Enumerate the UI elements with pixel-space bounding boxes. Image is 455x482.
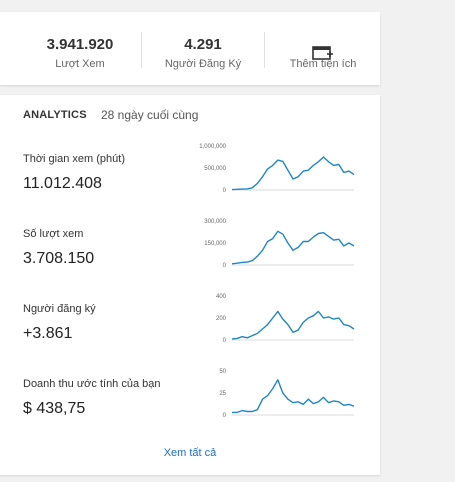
y-tick-label: 0 [223, 188, 227, 194]
y-tick-label: 300,000 [204, 219, 226, 225]
metric-value-revenue: $ 438,75 [23, 400, 86, 417]
y-tick-label: 50 [219, 369, 226, 375]
metric-label-subscribers: Người đăng ký [23, 303, 96, 315]
stat-subscribers-label: Người Đăng Ký [164, 58, 242, 70]
metric-value-subscribers: +3.861 [23, 325, 73, 342]
y-tick-label: 0 [223, 338, 227, 344]
metric-value-views: 3.708.150 [23, 250, 95, 267]
series-line [231, 310, 355, 340]
sparkline-views: 300,000 150,000 0 [204, 219, 355, 269]
metric-label-watch-time: Thời gian xem (phút) [23, 153, 125, 165]
y-tick-label: 0 [223, 413, 227, 419]
y-tick-label: 150,000 [204, 241, 226, 247]
add-widget-button[interactable]: Thêm tiện ích [266, 12, 380, 85]
analytics-period: 28 ngày cuối cùng [101, 108, 199, 122]
stat-views-label: Lượt Xem [55, 58, 105, 70]
stat-views-value: 3.941.920 [46, 36, 114, 53]
see-all-link[interactable]: Xem tất cả [163, 447, 217, 459]
analytics-title: ANALYTICS [23, 109, 87, 121]
series-line [231, 156, 355, 191]
sparkline-revenue: 50 25 0 [219, 369, 355, 419]
y-tick-label: 0 [223, 263, 227, 269]
y-tick-label: 25 [219, 391, 226, 397]
add-widget-label: Thêm tiện ích [289, 58, 357, 70]
y-tick-label: 1,000,000 [199, 144, 226, 150]
stat-views: 3.941.920 Lượt Xem [20, 12, 140, 85]
stat-subscribers: 4.291 Người Đăng Ký [143, 12, 263, 85]
metric-label-views: Số lượt xem [23, 228, 84, 240]
stat-divider [264, 32, 265, 68]
series-line [231, 230, 355, 265]
y-tick-label: 400 [216, 294, 227, 300]
y-tick-label: 500,000 [204, 166, 226, 172]
stat-divider [141, 32, 142, 68]
analytics-card: ANALYTICS 28 ngày cuối cùng Thời gian xe… [0, 95, 380, 475]
series-line [232, 379, 355, 414]
add-widget-icon [312, 46, 333, 60]
metric-value-watch-time: 11.012.408 [23, 175, 102, 192]
metric-label-revenue: Doanh thu ước tính của bạn [23, 378, 161, 390]
channel-stats-card: 3.941.920 Lượt Xem 4.291 Người Đăng Ký T… [0, 12, 380, 85]
y-tick-label: 200 [216, 316, 227, 322]
sparkline-subscribers: 400 200 0 [216, 294, 355, 344]
stat-subscribers-value: 4.291 [184, 36, 222, 53]
sparkline-watch-time: 1,000,000 500,000 0 [199, 144, 355, 194]
